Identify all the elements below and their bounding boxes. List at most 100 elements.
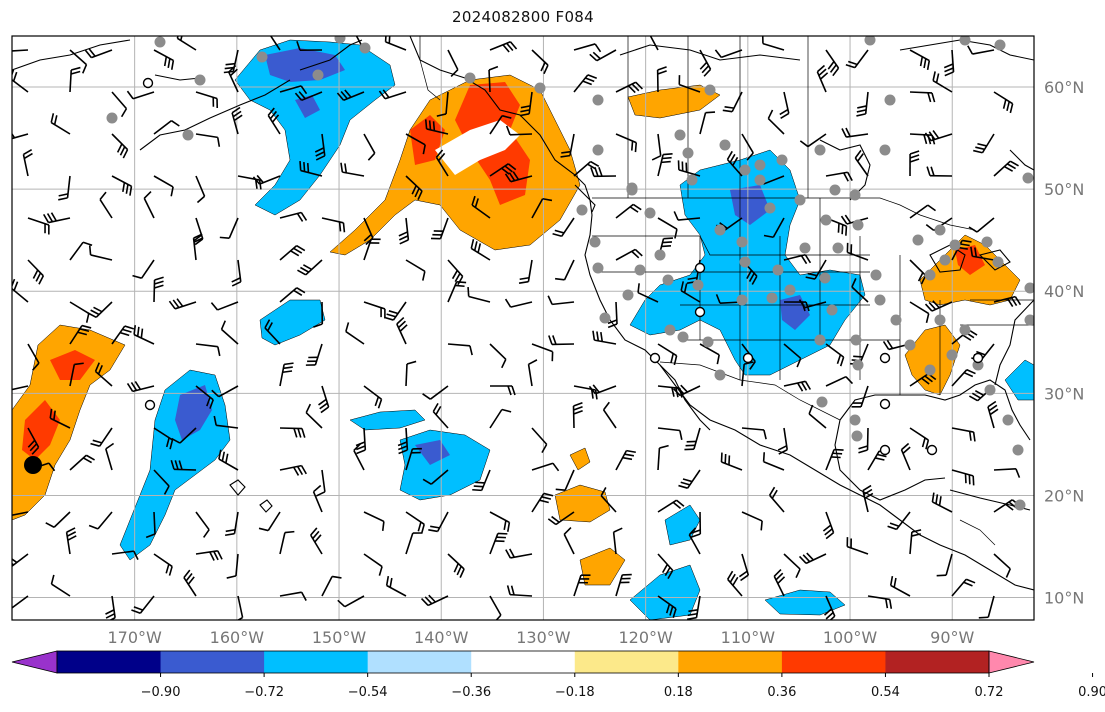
wind-barb	[699, 111, 716, 135]
station-open	[879, 398, 891, 410]
wind-barb	[531, 492, 554, 513]
station-dot	[1024, 314, 1034, 326]
wind-barb	[805, 259, 827, 280]
wind-barb	[680, 281, 701, 303]
wind-barb	[153, 469, 170, 495]
wind-barb	[783, 380, 812, 392]
lat-tick-label: 20°N	[1044, 486, 1084, 505]
political-borders	[419, 36, 1034, 546]
station-dot	[1014, 499, 1026, 511]
lon-tick-label: 90°W	[930, 628, 974, 647]
wind-barb	[195, 133, 221, 147]
station-dot	[934, 314, 946, 326]
wind-barb	[846, 537, 869, 555]
wind-barb	[384, 301, 407, 321]
wind-barb	[12, 595, 29, 609]
shade-negative-south-pacific	[629, 564, 701, 620]
wind-barb	[816, 64, 829, 93]
wind-barb	[87, 301, 113, 318]
longitude-labels: 170°W 160°W 150°W 140°W 130°W 120°W 110°W 100°W…	[107, 628, 974, 647]
wind-barb	[168, 298, 197, 310]
wind-barb	[615, 573, 632, 597]
wind-barb	[951, 368, 976, 387]
station-dot	[754, 174, 766, 186]
station-dot	[736, 294, 748, 306]
station-dot	[677, 331, 689, 343]
wind-barb	[967, 45, 995, 55]
wind-barb	[589, 49, 617, 62]
wind-barb	[738, 553, 750, 582]
wind-barb	[489, 385, 516, 396]
lon-tick-label: 150°W	[312, 628, 367, 647]
wind-barb	[279, 244, 306, 261]
wind-barb	[111, 325, 135, 345]
wind-barb	[489, 41, 518, 53]
wind-barb	[993, 295, 1022, 308]
wind-barb	[845, 49, 869, 69]
wind-barb	[447, 343, 473, 356]
wind-barb	[531, 427, 548, 454]
wind-barb	[777, 427, 789, 455]
lat-tick-label: 30°N	[1044, 384, 1084, 403]
station-dot	[981, 236, 993, 248]
wind-barb	[111, 133, 129, 159]
station-dot	[992, 256, 1004, 268]
wind-barb	[825, 343, 845, 367]
wind-barb	[447, 49, 459, 77]
station-dot	[599, 312, 611, 324]
station-dot	[754, 159, 766, 171]
station-dot	[784, 284, 796, 296]
wind-barb	[363, 553, 383, 576]
station-dot	[592, 144, 604, 156]
station-dot	[912, 234, 924, 246]
shade-negative-central-pacific-core	[175, 385, 212, 440]
station-dot	[702, 336, 714, 348]
shade-negative-bering	[234, 39, 396, 216]
wind-barb	[489, 532, 508, 555]
wind-barb	[909, 49, 931, 71]
wind-barb	[798, 299, 827, 309]
station-open	[142, 77, 154, 89]
wind-barb	[88, 511, 113, 530]
wind-barb	[637, 283, 659, 303]
wind-barb	[398, 217, 410, 245]
station-dot	[654, 249, 666, 261]
wind-barb	[296, 40, 323, 52]
station-dot	[772, 264, 784, 276]
wind-barb	[316, 469, 326, 497]
station-dot	[1024, 282, 1034, 294]
station-dot	[849, 414, 861, 426]
wind-barb	[312, 484, 323, 513]
wind-barb	[252, 174, 281, 185]
station-dot	[739, 164, 751, 176]
shade-positive-subtropical-small	[569, 447, 591, 471]
lon-tick-label: 120°W	[618, 628, 673, 647]
wind-barb	[672, 384, 701, 397]
wind-barb	[69, 49, 88, 74]
wind-barb	[851, 278, 869, 303]
wind-barb	[677, 160, 701, 177]
station-dot	[924, 269, 936, 281]
wind-barb	[862, 484, 874, 513]
wind-barb	[657, 444, 669, 471]
wind-barb	[133, 325, 155, 345]
station-dot	[870, 269, 882, 281]
wind-barb	[993, 160, 1019, 177]
station-dot	[194, 74, 206, 86]
wind-barb	[337, 595, 365, 608]
wind-barb	[50, 113, 71, 135]
wind-barb	[783, 343, 802, 368]
wind-barb	[340, 162, 365, 177]
wind-barb	[978, 595, 995, 619]
station-dot	[644, 207, 656, 219]
wind-barb	[405, 447, 422, 471]
wind-barb	[210, 301, 239, 311]
wind-barb	[846, 242, 869, 261]
wind-barb	[65, 527, 77, 555]
wind-barb	[489, 114, 512, 135]
wind-barb	[767, 109, 785, 135]
wind-barb	[602, 401, 617, 429]
wind-barb	[69, 454, 95, 471]
wind-barb	[489, 343, 507, 369]
wind-barb	[472, 469, 491, 492]
